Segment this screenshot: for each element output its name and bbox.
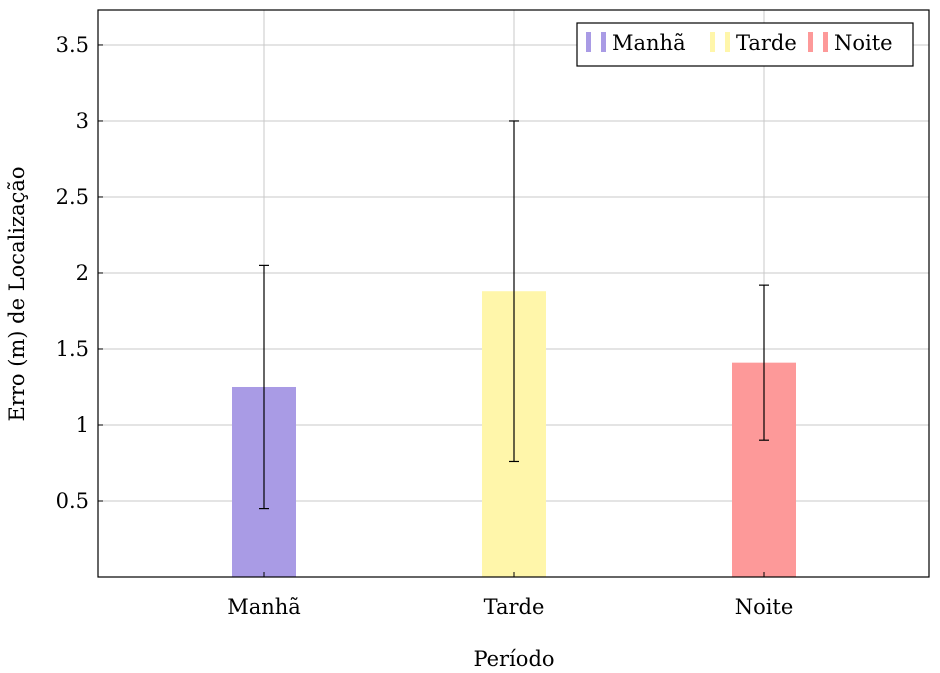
legend-entry-0: Manhã — [586, 31, 686, 55]
y-tick-label: 2 — [76, 261, 89, 285]
y-tick-label: 1 — [76, 413, 89, 437]
y-axis-label: Erro (m) de Localização — [5, 166, 29, 421]
error-bar-1 — [509, 120, 519, 463]
legend-entry-2: Noite — [808, 31, 893, 55]
x-tick-label: Tarde — [484, 595, 545, 619]
y-tick-labels: 0.5 1 1.5 2 2.5 3 3.5 — [56, 33, 103, 513]
x-axis-label: Período — [473, 647, 554, 671]
y-tick-label: 1.5 — [56, 337, 89, 361]
legend-label: Noite — [834, 31, 893, 55]
legend-label: Tarde — [736, 31, 797, 55]
x-tick-label: Manhã — [227, 595, 301, 619]
y-tick-label: 2.5 — [56, 185, 89, 209]
legend-label: Manhã — [612, 31, 686, 55]
legend-swatch-left — [808, 32, 813, 52]
legend-swatch-left — [586, 32, 591, 52]
error-bars — [259, 120, 769, 510]
y-tick-label: 0.5 — [56, 489, 89, 513]
legend-swatch-right — [725, 32, 730, 52]
legend-items: Manhã Tarde Noite — [586, 31, 893, 55]
legend-swatch-right — [823, 32, 828, 52]
y-tick-label: 3 — [76, 109, 89, 133]
error-bar-0 — [259, 264, 269, 510]
legend-box — [576, 22, 914, 67]
error-bar-2 — [759, 284, 769, 441]
y-tick-label: 3.5 — [56, 33, 89, 57]
x-tick-label: Noite — [735, 595, 794, 619]
x-tick-labels: Manhã Tarde Noite — [227, 572, 793, 619]
legend-swatch-left — [710, 32, 715, 52]
legend: Manhã Tarde Noite — [576, 22, 914, 67]
legend-swatch-right — [601, 32, 606, 52]
legend-entry-1: Tarde — [710, 31, 797, 55]
